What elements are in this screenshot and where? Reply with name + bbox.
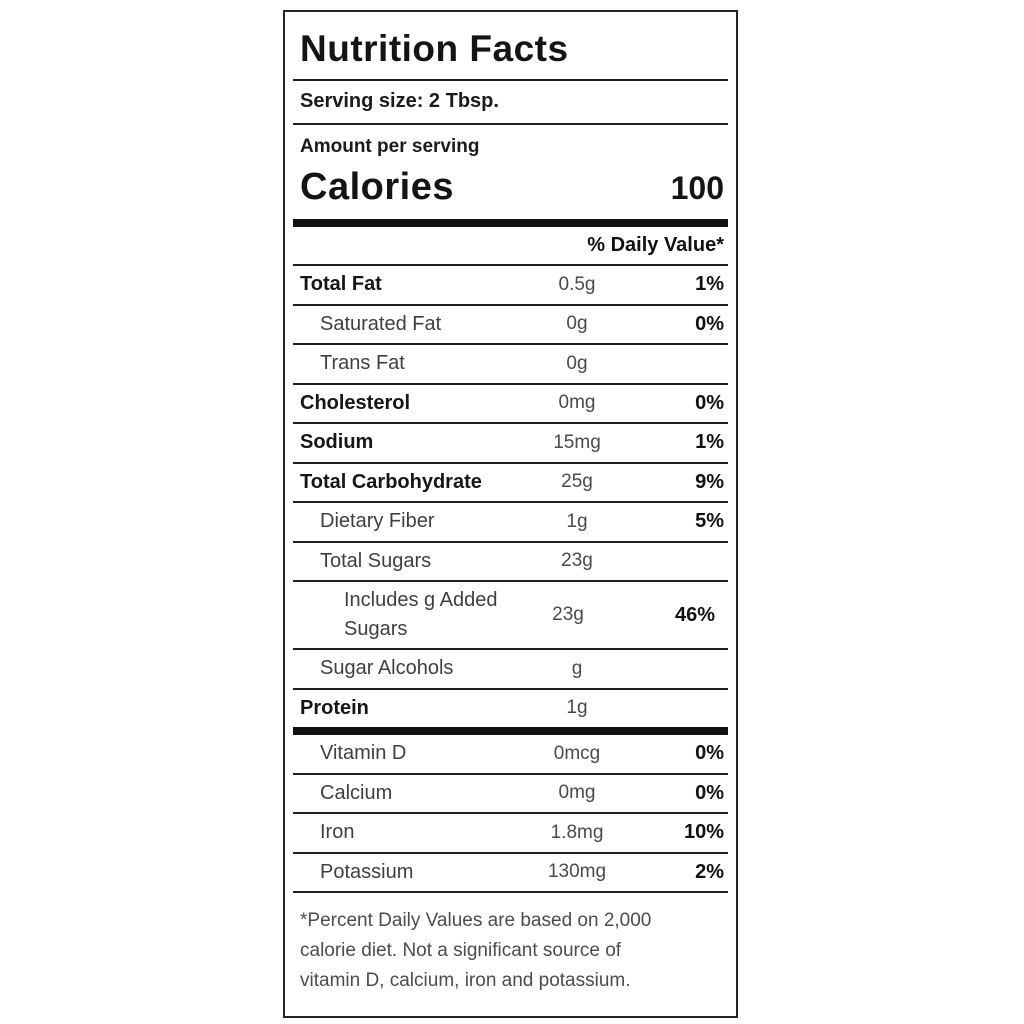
footnote-line: *Percent Daily Values are based on 2,000 <box>300 910 652 931</box>
nutrition-facts-title: Nutrition Facts <box>293 12 728 81</box>
nutrient-name: Saturated Fat <box>320 312 442 335</box>
nutrient-name: Dietary Fiber <box>320 510 435 533</box>
nutrient-amount: 0mg <box>558 392 596 414</box>
nutrient-row-total-sugars: Total Sugars 23g <box>293 543 728 582</box>
calories-value: 100 <box>670 170 724 206</box>
nutrient-amount: 1g <box>566 697 588 719</box>
nutrient-table: Total Fat 0.5g 1% Saturated Fat 0g 0% Tr… <box>293 266 728 727</box>
nutrient-row-cholesterol: Cholesterol 0mg 0% <box>293 385 728 424</box>
nutrient-row-sugar-alcohols: Sugar Alcohols g <box>293 650 728 690</box>
nutrient-amount: 23g <box>552 604 584 625</box>
vitamin-amount: 0mg <box>558 782 596 804</box>
vitamin-daily-value: 10% <box>683 821 724 844</box>
nutrient-row-trans-fat: Trans Fat 0g <box>293 345 728 385</box>
nutrient-row-added-sugars: Includes g Added Sugars 23g 46% <box>293 582 728 650</box>
nutrient-name: Total Fat <box>300 273 382 296</box>
nutrient-amount: 0g <box>566 313 588 335</box>
nutrient-amount: 15mg <box>553 431 601 453</box>
nutrient-daily-value: 0% <box>695 312 724 335</box>
nutrient-row-protein: Protein 1g <box>293 690 728 728</box>
nutrient-daily-value: 1% <box>695 431 724 454</box>
nutrient-name: Total Sugars <box>320 549 432 572</box>
vitamin-row-calcium: Calcium 0mg 0% <box>293 775 728 814</box>
nutrient-name: Includes g Added Sugars <box>344 589 498 640</box>
nutrient-daily-value: 0% <box>695 391 724 414</box>
nutrient-amount: 0.5g <box>558 273 596 295</box>
footnote: *Percent Daily Values are based on 2,000… <box>293 893 728 996</box>
footnote-line: vitamin D, calcium, iron and potassium. <box>300 970 631 991</box>
vitamin-name: Iron <box>320 821 355 844</box>
nutrient-row-total-fat: Total Fat 0.5g 1% <box>293 266 728 306</box>
nutrient-name: Trans Fat <box>320 352 405 375</box>
nutrient-amount: 25g <box>561 471 593 493</box>
nutrient-amount: 0g <box>566 352 588 374</box>
vitamin-amount: 0mcg <box>553 742 601 764</box>
serving-size: Serving size: 2 Tbsp. <box>293 81 728 125</box>
nutrient-row-saturated-fat: Saturated Fat 0g 0% <box>293 306 728 345</box>
nutrient-name: Sugar Alcohols <box>320 657 454 680</box>
vitamin-daily-value: 0% <box>695 781 724 804</box>
vitamin-name: Calcium <box>320 781 393 804</box>
vitamin-row-potassium: Potassium 130mg 2% <box>293 854 728 893</box>
nutrient-daily-value: 1% <box>695 273 724 296</box>
vitamin-name: Potassium <box>320 860 414 883</box>
nutrient-daily-value: 46% <box>674 603 715 626</box>
nutrient-daily-value: 9% <box>695 470 724 493</box>
nutrient-row-dietary-fiber: Dietary Fiber 1g 5% <box>293 503 728 543</box>
nutrient-amount: 1g <box>566 510 588 532</box>
vitamin-row-vitamin-d: Vitamin D 0mcg 0% <box>293 735 728 775</box>
footnote-line: calorie diet. Not a significant source o… <box>300 940 622 961</box>
nutrient-row-total-carbohydrate: Total Carbohydrate 25g 9% <box>293 464 728 503</box>
vitamins-table: Vitamin D 0mcg 0% Calcium 0mg 0% Iron 1.… <box>293 735 728 893</box>
daily-value-header: % Daily Value* <box>293 227 728 266</box>
nutrient-amount: 23g <box>561 550 593 572</box>
nutrient-row-sodium: Sodium 15mg 1% <box>293 424 728 464</box>
nutrient-name: Cholesterol <box>300 391 411 414</box>
vitamin-row-iron: Iron 1.8mg 10% <box>293 814 728 854</box>
thick-divider-top <box>293 219 728 227</box>
nutrient-name: Total Carbohydrate <box>300 470 482 493</box>
nutrition-facts-panel: Nutrition Facts Serving size: 2 Tbsp. Am… <box>283 10 738 1018</box>
nutrient-daily-value: 5% <box>695 510 724 533</box>
thick-divider-bottom <box>293 727 728 735</box>
nutrient-name: Sodium <box>300 431 374 454</box>
calories-row: Calories 100 <box>293 158 728 219</box>
vitamin-daily-value: 2% <box>695 860 724 883</box>
calories-label: Calories <box>300 166 454 208</box>
vitamin-amount: 130mg <box>547 861 607 883</box>
nutrient-amount: g <box>571 657 583 679</box>
vitamin-name: Vitamin D <box>320 742 407 765</box>
amount-per-serving-label: Amount per serving <box>300 136 480 157</box>
nutrient-name: Protein <box>300 696 369 719</box>
vitamin-daily-value: 0% <box>695 742 724 765</box>
vitamin-amount: 1.8mg <box>550 821 604 843</box>
